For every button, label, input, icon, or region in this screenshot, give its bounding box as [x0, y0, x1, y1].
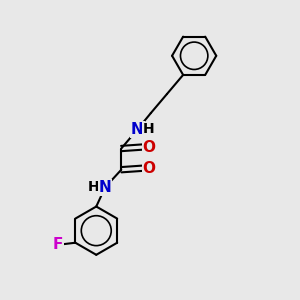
- Text: O: O: [142, 161, 155, 176]
- Text: H: H: [143, 122, 154, 136]
- Text: O: O: [142, 140, 155, 154]
- Text: N: N: [131, 122, 144, 137]
- Text: H: H: [88, 180, 100, 194]
- Text: N: N: [99, 180, 112, 195]
- Text: F: F: [52, 237, 63, 252]
